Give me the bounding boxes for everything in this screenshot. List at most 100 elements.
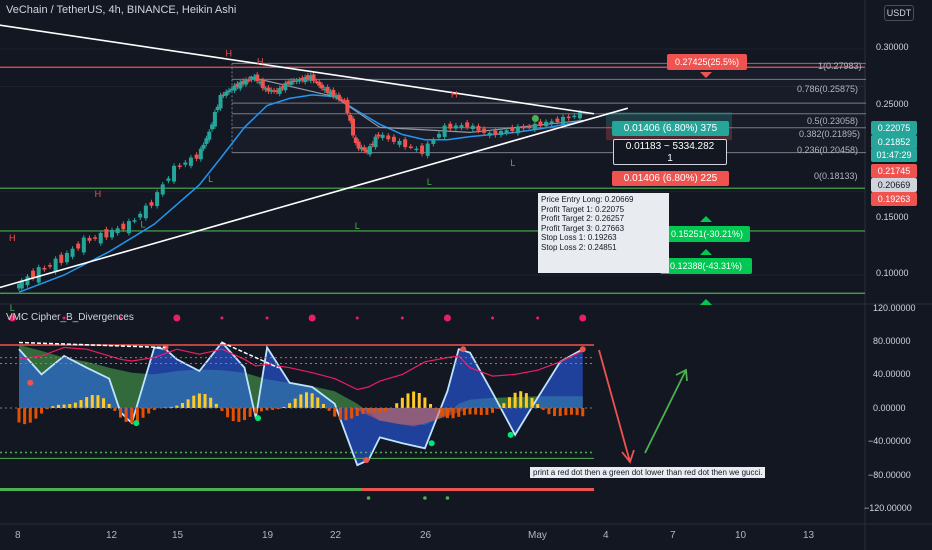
- currency-badge[interactable]: USDT: [884, 5, 914, 21]
- price-tag-entry: 0.20669: [871, 178, 917, 192]
- histogram-bar: [197, 393, 201, 408]
- candle-body: [286, 81, 291, 85]
- position-risk-label[interactable]: 0.01406 (6.80%) 225: [612, 171, 729, 186]
- fib-zone: [232, 63, 866, 153]
- histogram-bar: [485, 408, 489, 415]
- histogram-bar: [451, 408, 455, 419]
- candle-body: [470, 125, 475, 130]
- candle-body: [243, 79, 248, 85]
- candle-body: [160, 184, 165, 195]
- position-center-label[interactable]: 0.01183 ~ 5334.282 1: [613, 139, 727, 165]
- high-marker: H: [451, 89, 458, 99]
- price-label: 0.25000: [876, 99, 909, 109]
- histogram-bar: [536, 404, 540, 408]
- histogram-bar: [564, 408, 568, 416]
- candle-body: [212, 111, 217, 127]
- sell-dot: [173, 314, 181, 322]
- candle-body: [260, 80, 265, 89]
- histogram-bar: [491, 408, 495, 413]
- candle-body: [104, 229, 109, 238]
- histogram-bar: [288, 403, 292, 408]
- divergence-line: [18, 341, 166, 349]
- histogram-bar: [445, 408, 449, 419]
- candle-body: [53, 258, 58, 273]
- candle-body: [331, 89, 336, 97]
- low-marker: L: [141, 219, 146, 229]
- time-label: 8: [15, 530, 21, 541]
- histogram-bar: [237, 408, 241, 422]
- candle-body: [373, 136, 378, 148]
- candle-body: [291, 80, 296, 82]
- candle-body: [87, 237, 92, 241]
- histogram-bar: [107, 403, 111, 408]
- fib-label: 0.5(0.23058): [807, 116, 859, 126]
- candle-body: [232, 85, 237, 91]
- osc-label: 40.00000: [873, 369, 911, 379]
- candle-body: [263, 88, 268, 90]
- candle-body: [255, 74, 260, 82]
- histogram-bar: [130, 408, 134, 424]
- candle-body: [431, 139, 436, 144]
- histogram-bar: [581, 408, 585, 417]
- candle-body: [303, 77, 308, 83]
- candle-body: [348, 114, 353, 121]
- candle-body: [115, 228, 120, 234]
- candle-body: [198, 148, 203, 160]
- histogram-bar: [34, 408, 38, 419]
- low-marker: L: [427, 177, 432, 187]
- osc-label: −80.00000: [868, 470, 911, 480]
- candle-body: [280, 86, 285, 89]
- histogram-bar: [355, 408, 359, 416]
- histogram-bar: [152, 408, 156, 411]
- candle-body: [215, 106, 220, 111]
- candle-body: [258, 81, 263, 84]
- candle-body: [380, 134, 385, 139]
- position-profit-label[interactable]: 0.01406 (6.80%) 375: [612, 121, 729, 136]
- histogram-bar: [79, 400, 83, 408]
- price-tag-target1: 0.22075: [871, 121, 917, 135]
- osc-label: −120.00000: [864, 503, 912, 513]
- indicator-title[interactable]: VMC Cipher_B_Divergences: [6, 312, 134, 323]
- fib-levels: [231, 62, 866, 305]
- signal-dot: [363, 457, 370, 464]
- histogram-bar: [502, 403, 506, 408]
- sell-dot: [491, 316, 495, 320]
- low-marker: L: [355, 221, 360, 231]
- histogram-bar: [118, 408, 122, 418]
- target-label[interactable]: 0.27425(25.5%): [667, 54, 747, 70]
- candle-body: [459, 125, 464, 128]
- fib-label: 0(0.18133): [814, 171, 858, 181]
- candle-body: [376, 134, 381, 137]
- candle-body: [510, 127, 515, 132]
- histogram-bar: [519, 391, 523, 408]
- sell-dot: [536, 316, 540, 320]
- candle-body: [504, 130, 509, 133]
- sell-dot: [579, 314, 587, 322]
- signal-dot: [460, 346, 467, 353]
- candle-body: [362, 147, 367, 151]
- annotation-note[interactable]: print a red dot then a green dot lower t…: [530, 467, 766, 478]
- histogram-bar: [434, 408, 438, 411]
- candle-body: [305, 75, 310, 80]
- hl-markers: H H H H H L L L L L L: [9, 49, 515, 313]
- candle-body: [252, 76, 257, 80]
- histogram-bar: [73, 402, 77, 408]
- trade-info-box[interactable]: Price Entry Long: 0.20669 Profit Target …: [538, 193, 669, 273]
- time-label: May: [528, 530, 547, 541]
- candle-body: [386, 135, 391, 140]
- info-line: Profit Target 2: 0.26257: [541, 214, 625, 224]
- histogram-bar: [474, 408, 478, 415]
- candle-body: [17, 284, 21, 289]
- trendlines: [0, 24, 629, 289]
- candle-body: [436, 133, 441, 138]
- candle-body: [149, 202, 154, 206]
- candle-body: [353, 137, 358, 143]
- downside-label-1[interactable]: 0.15251(-30.21%): [664, 226, 750, 242]
- candle-body: [566, 116, 571, 119]
- candle-body: [320, 84, 325, 89]
- price-tag-stop: 0.19263: [871, 192, 917, 206]
- downside-label-2[interactable]: 0.12388(-43.31%): [660, 258, 752, 274]
